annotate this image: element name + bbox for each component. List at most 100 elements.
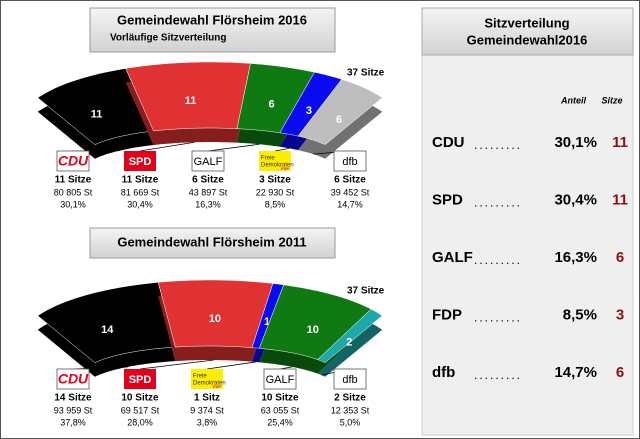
votes-label: 81 669 St: [121, 187, 160, 197]
seats-label: 6 Sitze: [334, 175, 366, 186]
segment-label: 1: [264, 316, 270, 328]
title-box: [89, 7, 336, 53]
row-party: FDP: [432, 306, 462, 323]
party-name: CDU: [58, 153, 89, 169]
seat-chart: Gemeindewahl Flörsheim 2016 Vorläufige Si…: [37, 7, 385, 209]
leader-line: [207, 143, 260, 152]
column-header: Anteil: [560, 95, 587, 105]
share-label: 14,7%: [337, 199, 363, 209]
row-seats: 6: [616, 364, 624, 381]
seats-label: 11 Sitze: [122, 175, 159, 186]
party-name: dfb: [342, 156, 357, 168]
party-name: FDP: [213, 384, 221, 389]
party-name: GALF: [194, 156, 223, 168]
row-party: SPD: [432, 191, 463, 208]
votes-label: 69 517 St: [121, 405, 160, 415]
row-seats: 6: [616, 249, 624, 266]
segment-label: 14: [101, 324, 114, 336]
title-box: [89, 227, 336, 259]
segment-label: 6: [336, 114, 342, 126]
seat-segment: [297, 79, 383, 145]
seats-label: 2 Sitze: [334, 393, 366, 404]
logo-text: Demokraten: [261, 163, 294, 169]
seats-label: 14 Sitze: [54, 393, 92, 404]
seats-label: 1 Sitz: [194, 393, 220, 404]
chart-title: Gemeindewahl Flörsheim 2011: [117, 234, 306, 249]
votes-label: 80 805 St: [54, 187, 93, 197]
row-party: CDU: [432, 134, 465, 151]
leader-line: [206, 361, 256, 370]
row-share: 8,5%: [563, 306, 597, 323]
segment-label: 10: [307, 324, 319, 336]
party-logo: [124, 369, 156, 389]
party-logo: [333, 150, 367, 172]
votes-label: 12 353 St: [331, 405, 370, 415]
votes-label: 22 930 St: [256, 187, 295, 197]
seats-label: 10 Sitze: [121, 393, 159, 404]
table-title: Gemeindewahl2016: [467, 32, 588, 47]
segment-label: 3: [306, 105, 312, 117]
row-share: 30,4%: [554, 191, 597, 208]
dot-leader: .........: [474, 196, 522, 210]
votes-label: 63 055 St: [261, 405, 300, 415]
row-seats: 11: [612, 134, 628, 151]
dot-leader: .........: [474, 253, 522, 267]
votes-label: 93 959 St: [54, 405, 93, 415]
column-header: Sitze: [601, 95, 622, 105]
seat-segment: [317, 308, 383, 363]
total-label: 37 Sitze: [347, 68, 385, 79]
row-seats: 3: [616, 306, 624, 323]
party-name: FDP: [281, 166, 289, 171]
leader-line: [274, 147, 290, 152]
seat-chart: Gemeindewahl Flörsheim 2011 37 Sitze 14 CDU…: [37, 227, 385, 427]
votes-label: 39 452 St: [331, 187, 370, 197]
seats-label: 3 Sitze: [259, 175, 291, 186]
share-label: 30,1%: [60, 199, 86, 209]
party-logo: [263, 368, 297, 390]
share-label: 3,8%: [197, 417, 218, 427]
row-party: dfb: [432, 364, 455, 381]
table-title: Sitzverteilung: [484, 15, 569, 30]
dot-leader: .........: [474, 368, 522, 382]
segment-label: 6: [268, 98, 274, 110]
logo-text: Freie: [193, 374, 207, 380]
party-logo: [56, 150, 90, 172]
party-logo: [191, 150, 225, 172]
party-name: GALF: [266, 374, 295, 386]
share-label: 37,8%: [60, 417, 86, 427]
share-label: 25,4%: [267, 417, 293, 427]
row-share: 14,7%: [554, 364, 597, 381]
leader-line: [139, 359, 214, 370]
party-name: CDU: [58, 371, 89, 387]
segment-label: 2: [346, 337, 352, 349]
table-panel: [421, 7, 634, 436]
segment-label: 11: [185, 95, 197, 107]
logo-text: Demokraten: [193, 381, 226, 387]
seats-label: 10 Sitze: [261, 393, 299, 404]
share-label: 5,0%: [340, 417, 361, 427]
row-share: 16,3%: [554, 249, 597, 266]
row-share: 30,1%: [554, 134, 597, 151]
seats-label: 6 Sitze: [192, 175, 224, 186]
dot-leader: .........: [474, 311, 522, 325]
segment-side: [317, 323, 383, 377]
party-logo: [124, 151, 156, 171]
party-logo: [259, 151, 291, 171]
leader-line: [139, 141, 195, 152]
party-logo: [191, 369, 223, 389]
segment-label: 11: [91, 109, 103, 121]
table-header: [421, 7, 634, 56]
dot-leader: .........: [474, 138, 522, 152]
party-logo: [56, 368, 90, 390]
row-party: GALF: [432, 249, 473, 266]
chart-subtitle: Vorläufige Sitzverteilung: [110, 33, 227, 44]
party-name: SPD: [129, 374, 152, 386]
seats-label: 11 Sitze: [55, 175, 92, 186]
share-label: 28,0%: [127, 417, 153, 427]
chart-title: Gemeindewahl Flörsheim 2016: [117, 12, 307, 27]
votes-label: 43 897 St: [189, 187, 228, 197]
votes-label: 9 374 St: [190, 405, 224, 415]
segment-label: 10: [209, 313, 221, 325]
party-logo: [333, 368, 367, 390]
